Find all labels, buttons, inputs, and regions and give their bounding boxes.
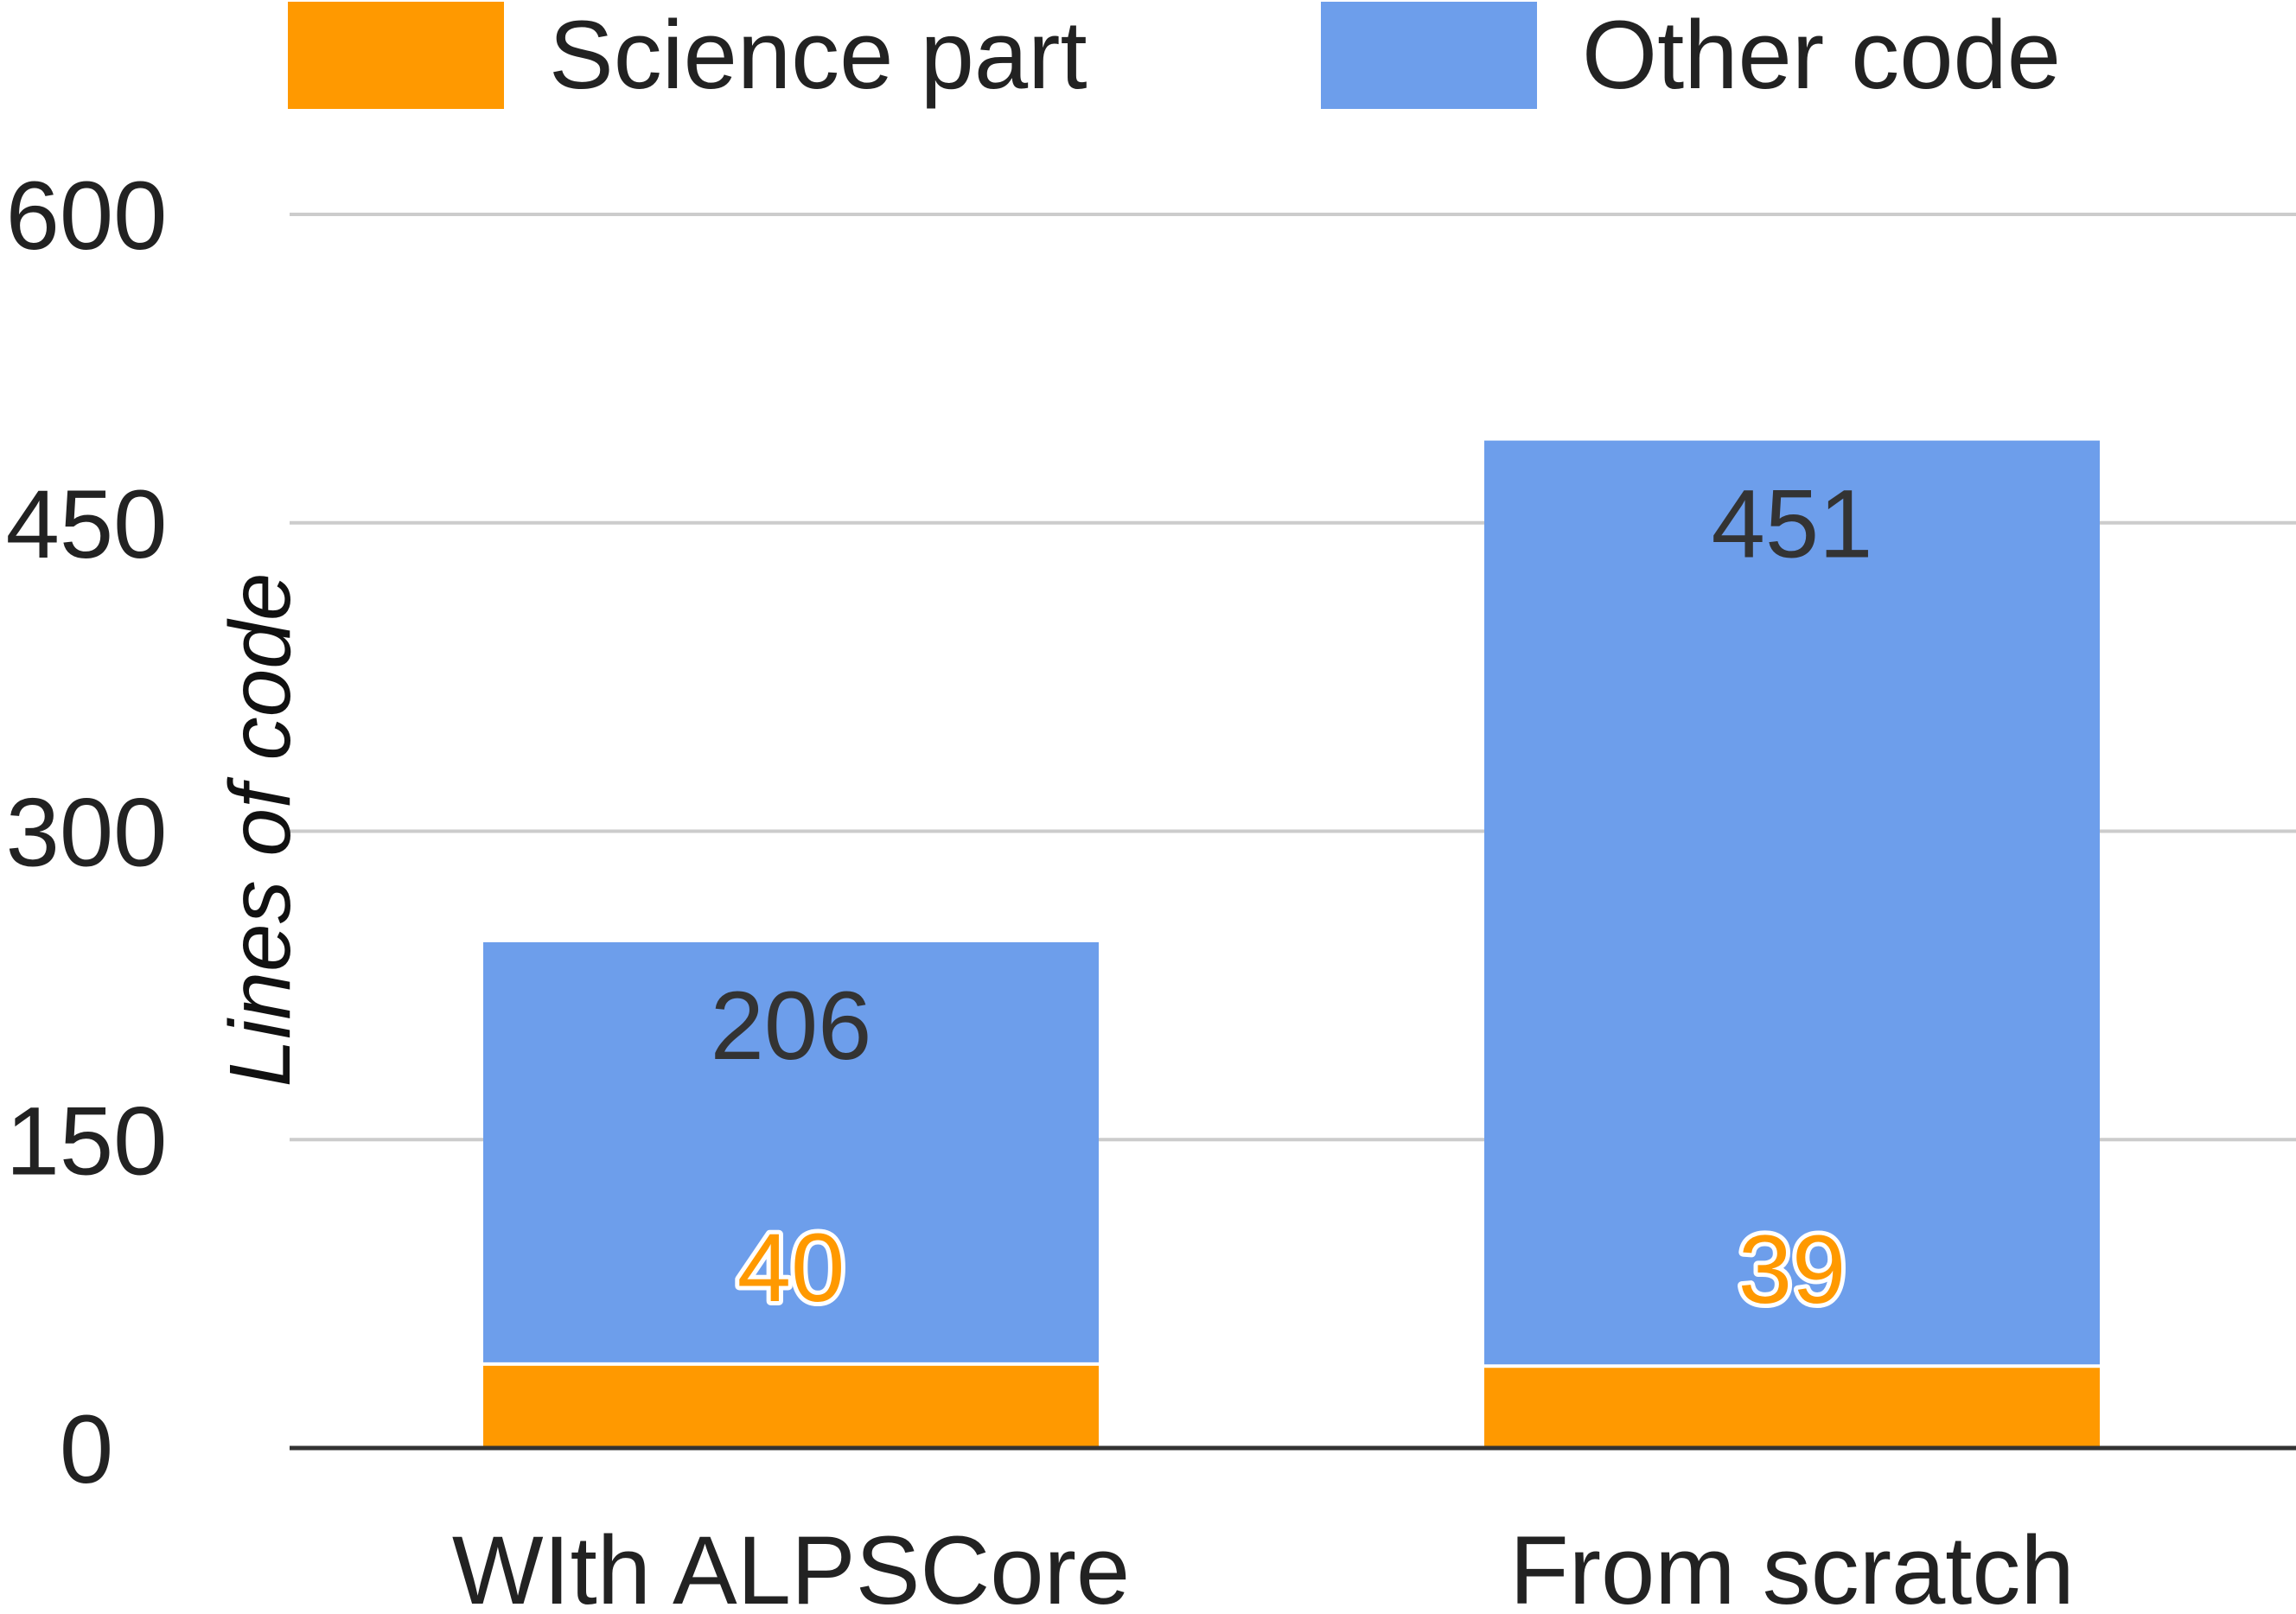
legend-label: Science part xyxy=(549,1,1087,109)
y-tick-label: 450 xyxy=(6,470,168,578)
x-category-label: From scratch xyxy=(1509,1516,2074,1610)
data-label-other-code: 206 xyxy=(711,972,872,1080)
legend-swatch xyxy=(288,2,504,109)
bar-science-part xyxy=(483,1365,1099,1448)
y-axis-title: Lines of code xyxy=(212,573,309,1088)
y-tick-label: 600 xyxy=(6,162,168,270)
x-category-label: WIth ALPSCore xyxy=(452,1516,1130,1610)
data-label-other-code: 451 xyxy=(1712,470,1873,578)
y-tick-label: 300 xyxy=(6,779,168,887)
bar-other-code xyxy=(1484,440,2100,1365)
legend-swatch xyxy=(1321,2,1537,109)
bar-other-code xyxy=(483,941,1099,1362)
data-label-science-part: 40 xyxy=(737,1214,845,1322)
data-label-science-part: 39 xyxy=(1738,1215,1846,1324)
legend-label: Other code xyxy=(1582,1,2061,109)
y-tick-label: 150 xyxy=(6,1087,168,1195)
bar-science-part xyxy=(1484,1368,2100,1448)
y-tick-label: 0 xyxy=(60,1395,113,1503)
